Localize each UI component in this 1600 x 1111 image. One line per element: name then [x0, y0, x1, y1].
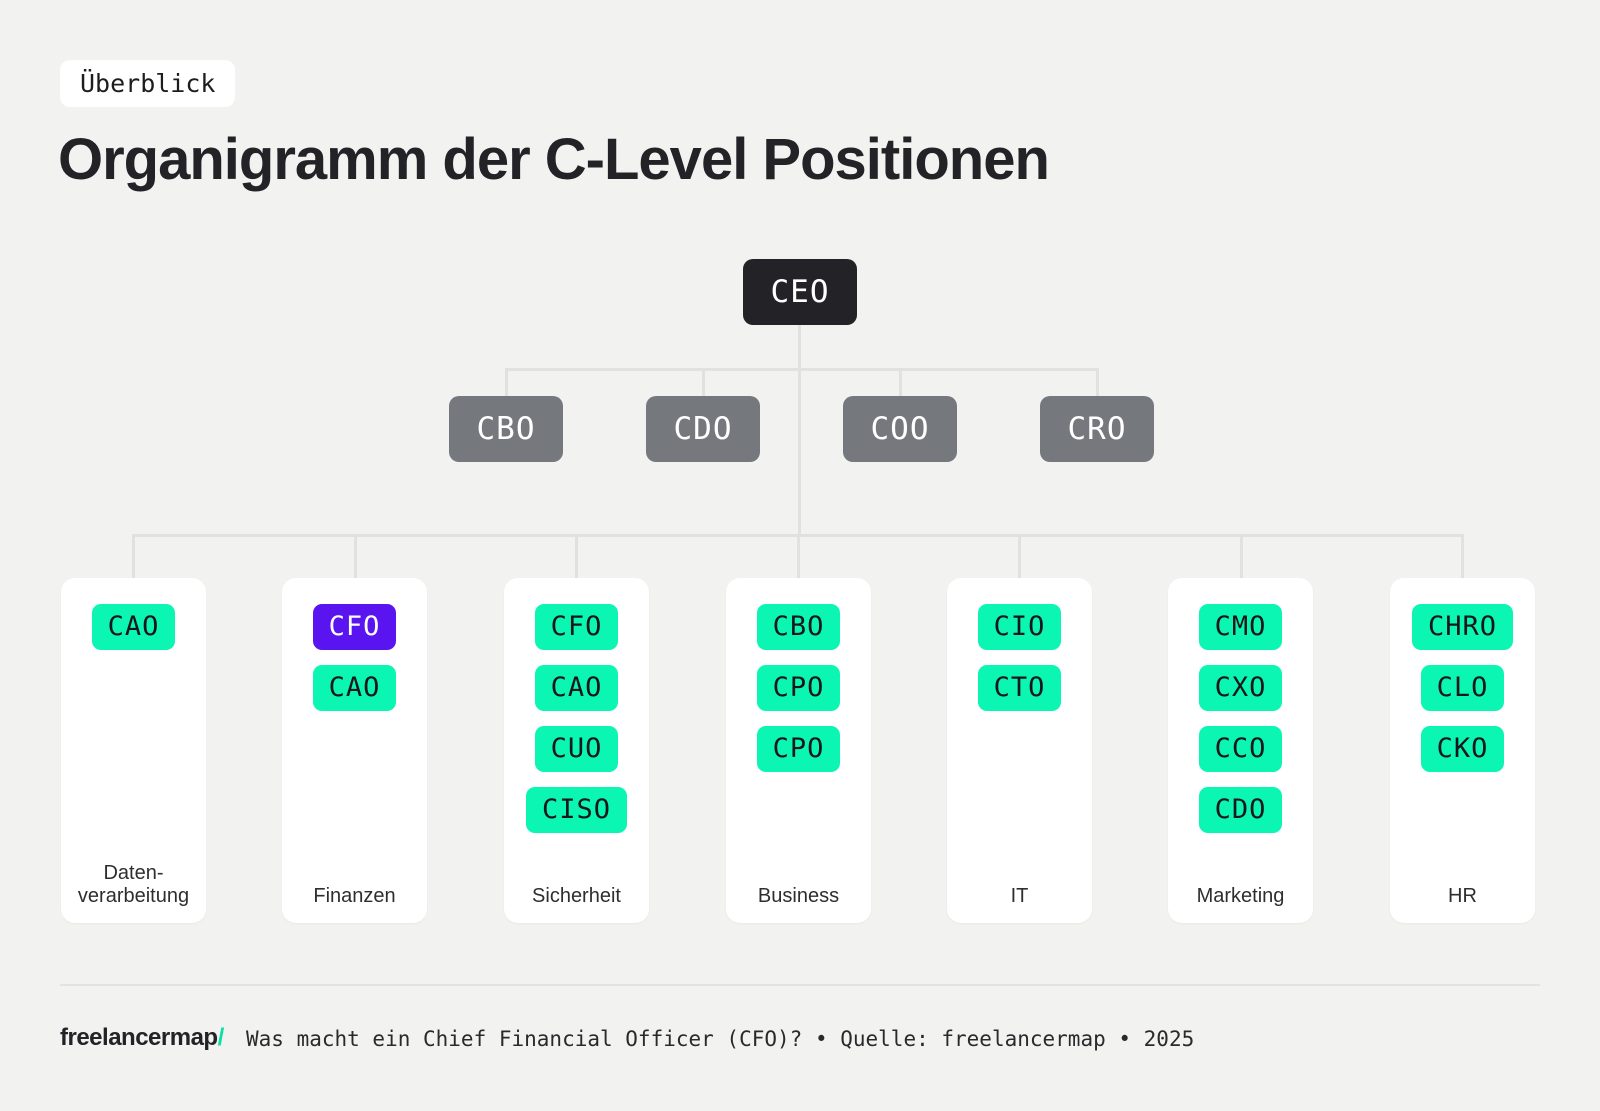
role-chip: CMO: [1198, 604, 1283, 650]
role-chip: CAO: [534, 665, 619, 711]
department-card-it: CIO CTO IT: [947, 578, 1092, 923]
department-card-marketing: CMO CXO CCO CDO Marketing: [1168, 578, 1313, 923]
footer-caption: Was macht ein Chief Financial Officer (C…: [246, 1027, 1195, 1051]
role-chip: CISO: [525, 787, 628, 833]
role-chip: CAO: [91, 604, 176, 650]
org-node-coo: COO: [843, 396, 957, 462]
department-label: IT: [1010, 884, 1029, 907]
role-chip-list: CBO CPO CPO: [726, 578, 871, 772]
role-chip: CTO: [977, 665, 1062, 711]
department-card-sicherheit: CFO CAO CUO CISO Sicherheit: [504, 578, 649, 923]
department-card-business: CBO CPO CPO Business: [726, 578, 871, 923]
org-node-cbo: CBO: [449, 396, 563, 462]
department-card-hr: CHRO CLO CKO HR: [1390, 578, 1535, 923]
connector-stub: [575, 534, 578, 580]
connector-stub: [702, 368, 705, 398]
department-label: Finanzen: [313, 884, 396, 907]
logo-wordmark: freelancermap: [60, 1024, 218, 1051]
role-chip: CPO: [756, 726, 841, 772]
connector-level2-horizontal: [505, 368, 1099, 371]
role-chip: CHRO: [1411, 604, 1514, 650]
role-chip: CLO: [1420, 665, 1505, 711]
role-chip-list: CFO CAO: [282, 578, 427, 711]
connector-ceo-vertical: [798, 322, 801, 536]
role-chip: CXO: [1198, 665, 1283, 711]
role-chip: CAO: [312, 665, 397, 711]
role-chip: CKO: [1420, 726, 1505, 772]
role-chip: CPO: [756, 665, 841, 711]
role-chip: CDO: [1198, 787, 1283, 833]
role-chip-list: CHRO CLO CKO: [1390, 578, 1535, 772]
department-label: Business: [757, 884, 840, 907]
role-chip: CIO: [977, 604, 1062, 650]
department-label: Daten-verarbeitung: [77, 862, 190, 907]
department-label: Marketing: [1196, 884, 1285, 907]
role-chip: CFO: [534, 604, 619, 650]
connector-stub: [354, 534, 357, 580]
department-label: Sicherheit: [532, 884, 621, 907]
connector-stub: [899, 368, 902, 398]
department-card-finanzen: CFO CAO Finanzen: [282, 578, 427, 923]
connector-stub: [797, 534, 800, 580]
logo-slash: /: [217, 1024, 225, 1051]
connector-stub: [1461, 534, 1464, 580]
page-title: Organigramm der C-Level Positionen: [58, 127, 1050, 192]
org-node-cro: CRO: [1040, 396, 1154, 462]
department-label: HR: [1448, 884, 1477, 907]
role-chip-list: CAO: [61, 578, 206, 650]
connector-stub: [1240, 534, 1243, 580]
role-chip-highlighted: CFO: [312, 604, 397, 650]
org-node-ceo: CEO: [743, 259, 857, 325]
connector-stub: [132, 534, 135, 580]
footer-divider: [60, 984, 1540, 986]
role-chip: CCO: [1198, 726, 1283, 772]
org-node-cdo: CDO: [646, 396, 760, 462]
role-chip: CUO: [534, 726, 619, 772]
freelancermap-logo: freelancermap/: [60, 1023, 224, 1053]
overview-badge: Überblick: [60, 60, 236, 107]
connector-stub: [505, 368, 508, 398]
role-chip: CBO: [756, 604, 841, 650]
department-card-datenverarbeitung: CAO Daten-verarbeitung: [61, 578, 206, 923]
role-chip-list: CIO CTO: [947, 578, 1092, 711]
connector-stub: [1018, 534, 1021, 580]
connector-stub: [1096, 368, 1099, 398]
role-chip-list: CFO CAO CUO CISO: [504, 578, 649, 833]
role-chip-list: CMO CXO CCO CDO: [1168, 578, 1313, 833]
